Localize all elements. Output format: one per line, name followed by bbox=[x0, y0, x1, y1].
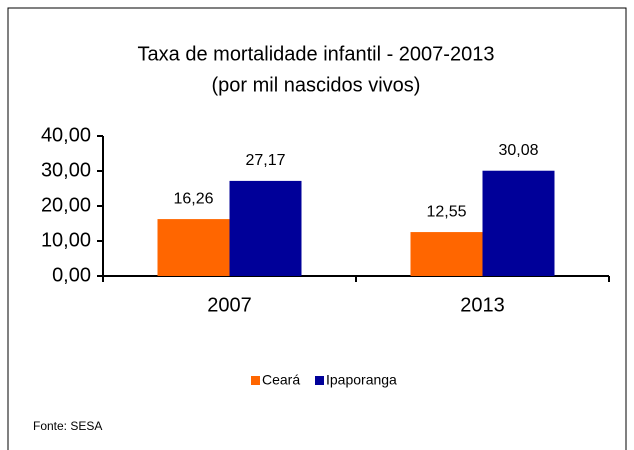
y-tick-label: 0,00 bbox=[52, 264, 91, 286]
y-tick-label: 30,00 bbox=[41, 159, 91, 181]
legend-label: Ipaporanga bbox=[326, 372, 397, 388]
legend-swatch bbox=[251, 376, 260, 385]
value-label: 30,08 bbox=[498, 142, 538, 159]
chart-frame bbox=[7, 7, 627, 450]
y-tick-label: 20,00 bbox=[41, 194, 91, 216]
value-label: 16,26 bbox=[173, 190, 213, 207]
value-label: 12,55 bbox=[426, 203, 466, 220]
bar bbox=[157, 219, 230, 276]
y-tick-label: 40,00 bbox=[41, 124, 91, 146]
x-tick-label: 2007 bbox=[207, 294, 252, 316]
bar bbox=[229, 180, 302, 276]
legend-label: Ceará bbox=[262, 372, 300, 388]
x-tick-label: 2013 bbox=[460, 294, 505, 316]
bar bbox=[482, 170, 555, 276]
chart-title: Taxa de mortalidade infantil - 2007-2013 bbox=[138, 43, 495, 65]
bar bbox=[410, 232, 483, 276]
source-note: Fonte: SESA bbox=[33, 419, 102, 433]
value-label: 27,17 bbox=[245, 152, 285, 169]
chart-subtitle: (por mil nascidos vivos) bbox=[212, 74, 421, 96]
legend-swatch bbox=[315, 376, 324, 385]
y-tick-label: 10,00 bbox=[41, 229, 91, 251]
